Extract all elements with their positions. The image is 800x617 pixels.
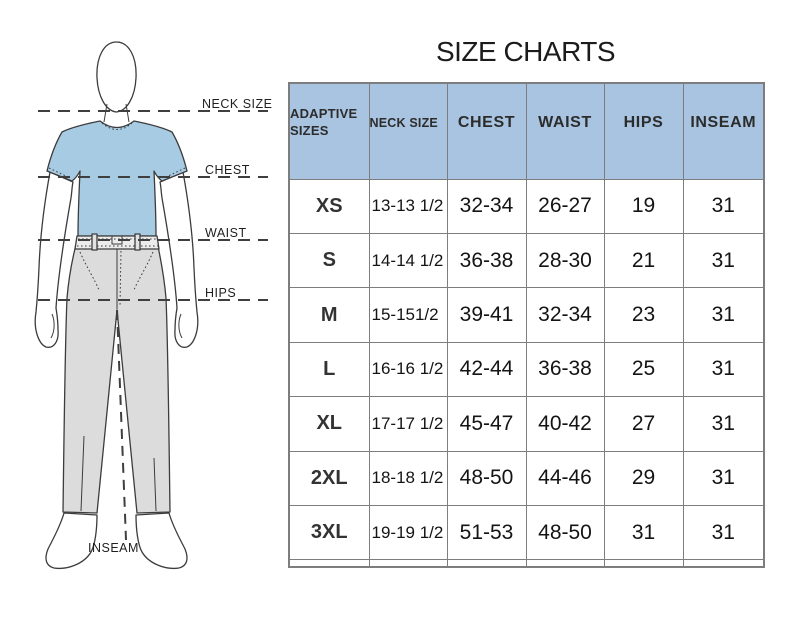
table-row: L 16-16 1/2 42-44 36-38 25 31 bbox=[288, 341, 765, 398]
right-thumb-line bbox=[178, 313, 183, 339]
fly-stitch bbox=[119, 250, 122, 307]
neck-size-cell: 17-17 1/2 bbox=[368, 396, 448, 452]
table-header: ADAPTIVE SIZES NECK SIZE CHEST WAIST HIP… bbox=[288, 82, 765, 180]
chest-cell: 51-53 bbox=[446, 504, 527, 561]
neck-size-cell: 15-151/2 bbox=[368, 287, 448, 343]
right-pocket-stitch bbox=[133, 251, 154, 291]
size-label-cell: 2XL bbox=[288, 450, 370, 506]
neck-size-cell: 18-18 1/2 bbox=[368, 450, 448, 506]
table-row: S 14-14 1/2 36-38 28-30 21 31 bbox=[288, 232, 765, 289]
hips-cell: 21 bbox=[603, 232, 684, 289]
neck-size-cell: 14-14 1/2 bbox=[368, 232, 448, 289]
waist-cell: 32-34 bbox=[525, 287, 605, 343]
inseam-cell: 31 bbox=[682, 287, 765, 343]
waist-cell: 44-46 bbox=[525, 450, 605, 506]
inseam-cell: 31 bbox=[682, 450, 765, 506]
collar-stitch bbox=[101, 122, 133, 130]
hips-cell: 31 bbox=[603, 504, 684, 561]
table-row: XL 17-17 1/2 45-47 40-42 27 31 bbox=[288, 396, 765, 452]
column-header-adaptive-sizes: ADAPTIVE SIZES bbox=[288, 82, 370, 180]
hips-cell: 25 bbox=[603, 341, 684, 398]
size-label-cell: M bbox=[288, 287, 370, 343]
inseam-cell: 31 bbox=[682, 396, 765, 452]
figure-label-chest: CHEST bbox=[205, 163, 250, 177]
waist-cell: 36-38 bbox=[525, 341, 605, 398]
figure-tshirt bbox=[46, 120, 188, 237]
figure-left-arm bbox=[34, 171, 74, 348]
figure-right-arm bbox=[159, 171, 199, 348]
waist-cell: 28-30 bbox=[525, 232, 605, 289]
figure-head bbox=[96, 41, 137, 113]
right-crease-line bbox=[153, 457, 157, 512]
column-header-chest: CHEST bbox=[446, 82, 527, 180]
chest-cell: 32-34 bbox=[446, 178, 527, 234]
waist-cell: 26-27 bbox=[525, 178, 605, 234]
left-thumb-line bbox=[50, 313, 55, 339]
waist-cell bbox=[525, 559, 605, 568]
neck-size-cell: 13-13 1/2 bbox=[368, 178, 448, 234]
left-pocket-stitch bbox=[79, 251, 100, 291]
figure-label-inseam: INSEAM bbox=[88, 541, 139, 555]
inseam-cell: 31 bbox=[682, 178, 765, 234]
hips-cell: 27 bbox=[603, 396, 684, 452]
belt-loop-left bbox=[91, 233, 98, 251]
chest-cell: 36-38 bbox=[446, 232, 527, 289]
column-header-neck-size: NECK SIZE bbox=[368, 82, 448, 180]
page-title: SIZE CHARTS bbox=[435, 36, 616, 67]
neck-size-cell bbox=[368, 559, 448, 568]
table-row bbox=[288, 559, 765, 568]
body-measurement-diagram: NECK SIZE CHEST WAIST HIPS INSEAM bbox=[34, 41, 273, 570]
hips-cell: 19 bbox=[603, 178, 684, 234]
neck-size-cell: 16-16 1/2 bbox=[368, 341, 448, 398]
table-row: 3XL 19-19 1/2 51-53 48-50 31 31 bbox=[288, 504, 765, 561]
table-row: 2XL 18-18 1/2 48-50 44-46 29 31 bbox=[288, 450, 765, 506]
column-header-waist: WAIST bbox=[525, 82, 605, 180]
chest-cell: 39-41 bbox=[446, 287, 527, 343]
inseam-cell: 31 bbox=[682, 232, 765, 289]
neck-left-line bbox=[103, 103, 108, 123]
size-table-body: XS 13-13 1/2 32-34 26-27 19 31 S 14-14 1/2 36-38… bbox=[288, 178, 765, 568]
neck-size-cell: 19-19 1/2 bbox=[368, 504, 448, 561]
left-crease-line bbox=[80, 435, 85, 512]
inseam-cell bbox=[682, 559, 765, 568]
hips-cell bbox=[603, 559, 684, 568]
size-label-cell: 3XL bbox=[288, 504, 370, 561]
hips-cell: 23 bbox=[603, 287, 684, 343]
table-row: M 15-151/2 39-41 32-34 23 31 bbox=[288, 287, 765, 343]
waist-cell: 40-42 bbox=[525, 396, 605, 452]
inseam-cell: 31 bbox=[682, 504, 765, 561]
waistband bbox=[74, 235, 160, 250]
column-header-inseam: INSEAM bbox=[682, 82, 765, 180]
size-label-cell: L bbox=[288, 341, 370, 398]
size-label-cell bbox=[288, 559, 370, 568]
figure-right-foot bbox=[135, 512, 188, 570]
size-label-cell: S bbox=[288, 232, 370, 289]
inseam-cell: 31 bbox=[682, 341, 765, 398]
hips-cell: 29 bbox=[603, 450, 684, 506]
header-row: ADAPTIVE SIZES NECK SIZE CHEST WAIST HIP… bbox=[288, 82, 765, 180]
size-chart-table: ADAPTIVE SIZES NECK SIZE CHEST WAIST HIP… bbox=[288, 82, 765, 568]
size-label-cell: XL bbox=[288, 396, 370, 452]
figure-label-hips: HIPS bbox=[205, 286, 236, 300]
figure-left-foot bbox=[45, 512, 98, 570]
table-row: XS 13-13 1/2 32-34 26-27 19 31 bbox=[288, 178, 765, 234]
chest-cell bbox=[446, 559, 527, 568]
column-header-hips: HIPS bbox=[603, 82, 684, 180]
chest-cell: 42-44 bbox=[446, 341, 527, 398]
inseam-measure-line bbox=[116, 309, 127, 541]
chest-cell: 48-50 bbox=[446, 450, 527, 506]
size-label-cell: XS bbox=[288, 178, 370, 234]
figure-label-waist: WAIST bbox=[205, 226, 247, 240]
figure-label-neck: NECK SIZE bbox=[202, 97, 273, 111]
neck-right-line bbox=[125, 103, 130, 123]
belt-loop-right bbox=[134, 233, 141, 251]
waist-cell: 48-50 bbox=[525, 504, 605, 561]
chest-cell: 45-47 bbox=[446, 396, 527, 452]
